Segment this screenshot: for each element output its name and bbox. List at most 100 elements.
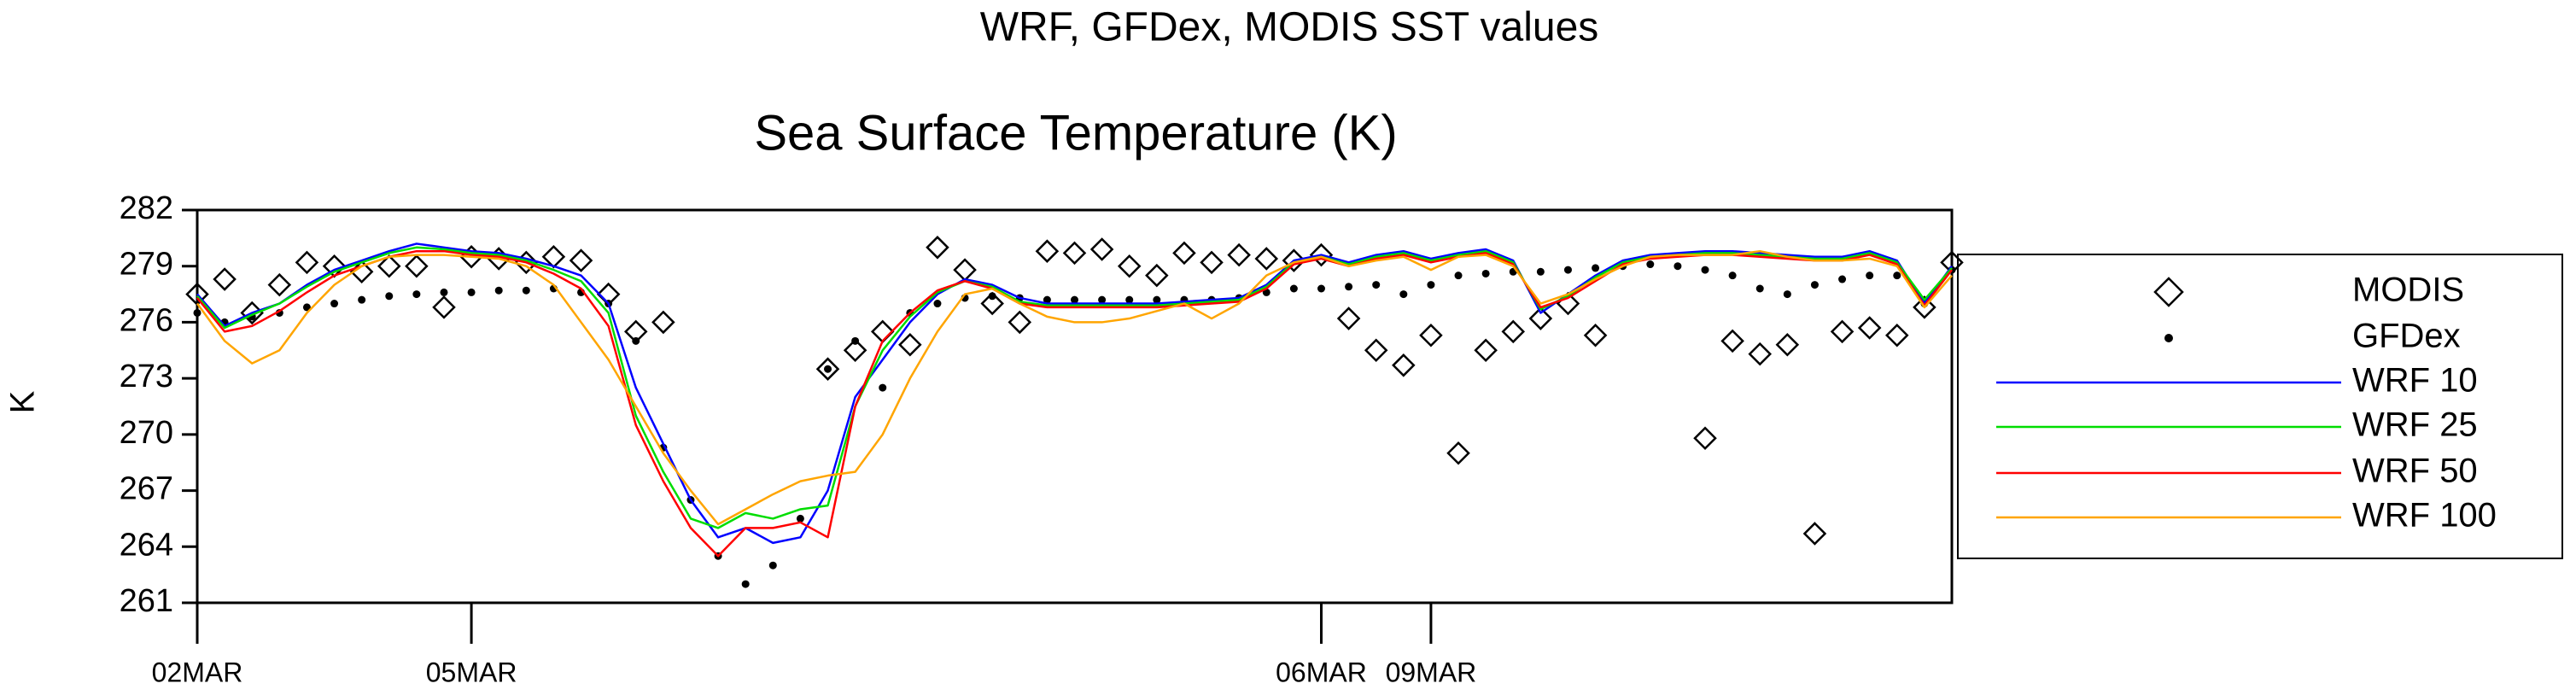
- point-diamond: [569, 248, 593, 272]
- point-dot: [1125, 295, 1134, 304]
- point-diamond: [843, 338, 867, 363]
- point-diamond: [1392, 353, 1416, 377]
- y-tick-label: 279: [120, 247, 173, 283]
- point-diamond: [1282, 248, 1306, 272]
- legend-box: [1957, 254, 2563, 559]
- legend-label: WRF 10: [2352, 362, 2478, 400]
- point-dot: [1536, 267, 1545, 276]
- point-diamond: [1227, 242, 1251, 267]
- series-line: [196, 242, 1954, 545]
- legend-label: MODIS: [2352, 272, 2464, 309]
- point-dot: [768, 561, 777, 569]
- point-dot: [1592, 264, 1600, 272]
- legend-label: WRF 25: [2352, 406, 2478, 444]
- point-dot: [1866, 272, 1874, 280]
- y-tick-label: 270: [120, 415, 173, 451]
- point-dot: [1153, 295, 1161, 304]
- point-diamond: [295, 250, 319, 275]
- point-diamond: [926, 236, 949, 260]
- point-diamond: [377, 254, 401, 278]
- point-diamond: [405, 254, 429, 278]
- series-line: [196, 249, 1953, 526]
- legend-marker: [2153, 277, 2184, 307]
- point-dot: [358, 295, 366, 304]
- point-dot: [302, 303, 311, 312]
- point-diamond: [1693, 426, 1717, 451]
- y-tick-label: 267: [120, 471, 173, 507]
- point-diamond: [1802, 522, 1827, 546]
- point-diamond: [1172, 241, 1196, 266]
- point-dot: [1893, 272, 1901, 280]
- point-diamond: [1857, 316, 1882, 340]
- point-diamond: [1446, 441, 1470, 465]
- point-dot: [440, 288, 448, 296]
- point-diamond: [1583, 323, 1608, 348]
- point-dot: [1563, 266, 1572, 274]
- point-dot: [193, 308, 202, 317]
- y-tick-label: 276: [120, 302, 173, 338]
- point-diamond: [1035, 239, 1060, 263]
- point-diamond: [1200, 250, 1224, 275]
- point-dot: [1098, 295, 1107, 304]
- y-tick-label: 273: [120, 359, 173, 394]
- point-dot: [1810, 281, 1819, 289]
- x-tick-label: 06MAR: [1276, 657, 1367, 687]
- point-dot: [1755, 284, 1764, 293]
- point-dot: [1646, 260, 1655, 269]
- point-dot: [879, 383, 887, 392]
- point-diamond: [980, 291, 1004, 316]
- point-dot: [1454, 272, 1463, 280]
- point-diamond: [1474, 338, 1498, 363]
- legend-label: WRF 100: [2352, 497, 2497, 534]
- point-dot: [1071, 295, 1078, 304]
- point-diamond: [1913, 295, 1936, 319]
- point-dot: [1289, 284, 1298, 293]
- chart-title: WRF, GFDex, MODIS SST values: [980, 5, 1599, 50]
- y-tick-label: 282: [120, 190, 173, 226]
- point-dot: [1481, 269, 1490, 277]
- point-diamond: [1062, 241, 1087, 266]
- point-diamond: [1885, 323, 1909, 348]
- point-dot: [933, 300, 942, 308]
- y-tick-label: 264: [120, 527, 173, 563]
- point-diamond: [1145, 263, 1169, 288]
- plot-frame: [196, 208, 1954, 604]
- point-dot: [851, 336, 860, 345]
- point-dot: [1317, 284, 1325, 293]
- point-dot: [796, 514, 804, 523]
- x-tick-label: 05MAR: [426, 657, 517, 687]
- point-diamond: [432, 295, 456, 319]
- x-tick-label: 02MAR: [152, 657, 243, 687]
- point-dot: [1838, 275, 1847, 283]
- point-dot: [1372, 281, 1381, 289]
- point-diamond: [1720, 329, 1744, 353]
- point-dot: [412, 290, 421, 299]
- legend-label: WRF 50: [2352, 453, 2478, 490]
- y-axis-label: K: [4, 390, 42, 413]
- point-dot: [494, 286, 503, 295]
- point-dot: [522, 286, 530, 295]
- point-dot: [1728, 272, 1737, 280]
- point-dot: [824, 365, 832, 373]
- point-dot: [1345, 283, 1353, 291]
- point-dot: [1043, 295, 1051, 304]
- point-dot: [1399, 290, 1408, 299]
- point-dot: [467, 288, 476, 296]
- point-dot: [741, 580, 750, 588]
- point-dot: [632, 336, 640, 345]
- point-diamond: [1830, 319, 1855, 344]
- point-diamond: [1501, 319, 1526, 344]
- point-diamond: [1089, 237, 1114, 261]
- point-diamond: [1309, 242, 1334, 267]
- point-diamond: [1008, 310, 1032, 335]
- y-tick-label: 261: [120, 583, 173, 619]
- point-diamond: [651, 310, 675, 335]
- point-diamond: [898, 332, 922, 357]
- point-diamond: [1775, 332, 1800, 357]
- point-diamond: [267, 272, 292, 297]
- point-diamond: [1254, 247, 1279, 271]
- point-diamond: [213, 267, 237, 291]
